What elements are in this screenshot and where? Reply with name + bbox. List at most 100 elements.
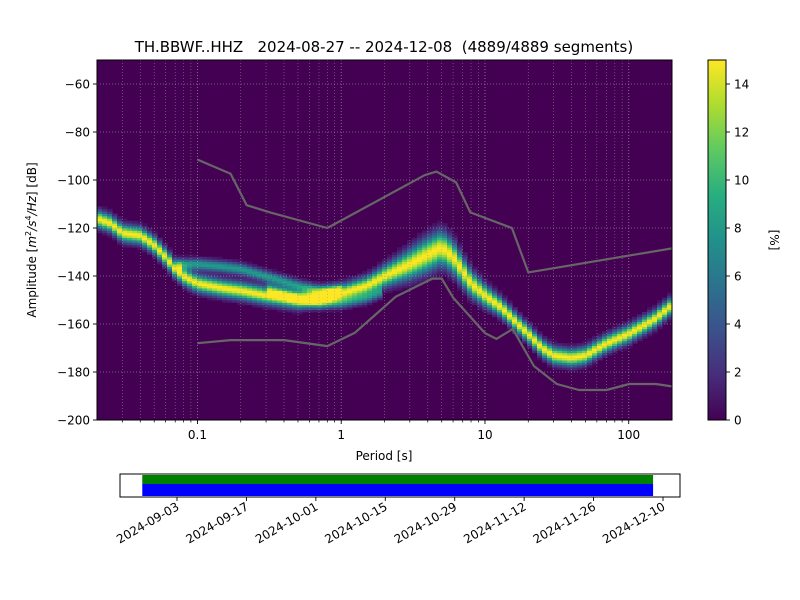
heatmap-cell (427, 232, 433, 236)
heatmap-cell (247, 271, 253, 274)
heatmap-cell (117, 237, 123, 241)
heatmap-cell (292, 283, 298, 286)
heatmap-cell (592, 350, 598, 354)
heatmap-cell (287, 273, 293, 277)
heatmap-cell (107, 232, 113, 236)
heatmap-cell (172, 256, 178, 260)
heatmap-cell (432, 264, 438, 267)
heatmap-cell (122, 225, 128, 229)
heatmap-cell (567, 348, 573, 351)
heatmap-cell (142, 223, 148, 226)
heatmap-cell (437, 225, 443, 229)
heatmap-cell (662, 307, 668, 310)
heatmap-cell (617, 328, 623, 332)
heatmap-cell (217, 280, 223, 284)
heatmap-cell (302, 307, 308, 310)
heatmap-cell (517, 319, 523, 322)
heatmap-cell (172, 278, 178, 282)
heatmap-cell (642, 316, 648, 320)
heatmap-cell (442, 256, 448, 260)
heatmap-cell (267, 276, 273, 279)
heatmap-cell (477, 276, 483, 279)
heatmap-cell (282, 309, 288, 313)
heatmap-cell (277, 285, 283, 289)
heatmap-cell (322, 295, 328, 298)
heatmap-cell (147, 249, 153, 253)
heatmap-cell (137, 225, 143, 229)
heatmap-cell (247, 302, 253, 306)
heatmap-cell (607, 333, 613, 337)
heatmap-cell (217, 290, 223, 294)
heatmap-cell (357, 288, 363, 291)
heatmap-cell (452, 244, 458, 248)
heatmap-cell (362, 295, 368, 298)
heatmap-cell (427, 261, 433, 265)
heatmap-cell (122, 237, 128, 241)
heatmap-cell (617, 343, 623, 346)
heatmap-cell (302, 304, 308, 308)
heatmap-cell (367, 283, 373, 286)
heatmap-cell (112, 235, 118, 238)
heatmap-cell (452, 259, 458, 262)
heatmap-cell (362, 273, 368, 277)
heatmap-cell (622, 348, 628, 351)
heatmap-cell (327, 302, 333, 306)
heatmap-cell (252, 290, 258, 294)
heatmap-cell (542, 352, 548, 356)
heatmap-cell (617, 345, 623, 349)
heatmap-cell (302, 297, 308, 301)
heatmap-cell (327, 307, 333, 310)
heatmap-cell (462, 268, 468, 272)
heatmap-cell (552, 350, 558, 354)
heatmap-cell (247, 266, 253, 270)
heatmap-cell (132, 240, 138, 243)
heatmap-cell (462, 252, 468, 255)
heatmap-cell (457, 252, 463, 255)
heatmap-cell (362, 285, 368, 289)
heatmap-cell (412, 261, 418, 265)
heatmap-cell (367, 280, 373, 284)
heatmap-cell (192, 276, 198, 279)
heatmap-cell (627, 333, 633, 337)
heatmap-cell (567, 367, 573, 370)
heatmap-cell (627, 328, 633, 332)
heatmap-cell (417, 249, 423, 253)
heatmap-cell (157, 242, 163, 246)
heatmap-cell (367, 297, 373, 301)
y-tick-label: −140 (57, 270, 90, 284)
heatmap-cell (197, 295, 203, 298)
heatmap-cell (367, 302, 373, 306)
heatmap-cell (337, 300, 343, 303)
heatmap-cell (422, 252, 428, 255)
heatmap-cell (542, 357, 548, 361)
heatmap-cell (667, 304, 672, 308)
heatmap-cell (562, 345, 568, 349)
heatmap-cell (147, 235, 153, 238)
heatmap-cell (282, 290, 288, 294)
heatmap-cell (102, 232, 108, 236)
heatmap-cell (277, 283, 283, 286)
heatmap-cell (597, 348, 603, 351)
heatmap-cell (562, 367, 568, 370)
heatmap-cell (467, 259, 473, 262)
heatmap-cell (232, 268, 238, 272)
heatmap-cell (437, 230, 443, 234)
heatmap-cell (177, 280, 183, 284)
heatmap-cell (447, 278, 453, 282)
heatmap-cell (497, 290, 503, 294)
heatmap-cell (287, 309, 293, 313)
heatmap-cell (247, 283, 253, 286)
heatmap-cell (177, 264, 183, 267)
heatmap-cell (502, 295, 508, 298)
heatmap-cell (642, 314, 648, 318)
heatmap-cell (227, 283, 233, 286)
heatmap-cell (652, 307, 658, 310)
heatmap-cell (272, 290, 278, 294)
heatmap-cell (447, 273, 453, 277)
heatmap-cell (432, 223, 438, 226)
heatmap-cell (342, 288, 348, 291)
heatmap-cell (302, 278, 308, 282)
heatmap-cell (647, 326, 653, 330)
heatmap-cell (112, 232, 118, 236)
heatmap-cell (152, 240, 158, 243)
